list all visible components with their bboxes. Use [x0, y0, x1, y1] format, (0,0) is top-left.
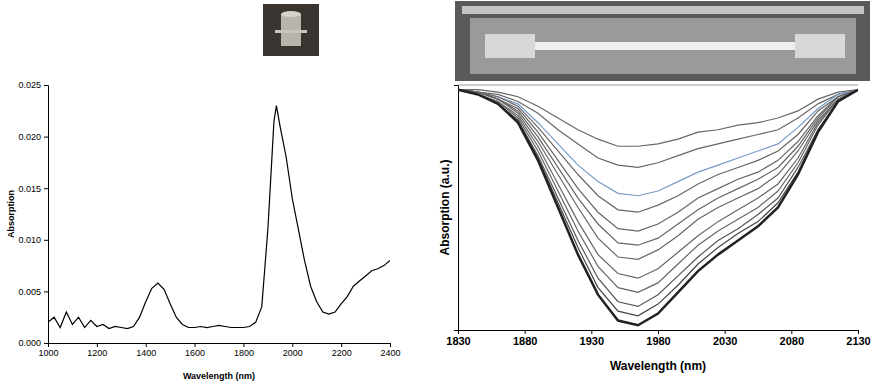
- y-axis-line: [454, 86, 459, 331]
- x-tick-label: 1880: [513, 335, 537, 347]
- x-tick-mark: [341, 343, 342, 347]
- x-tick: 2400: [380, 343, 400, 358]
- x-axis-line: [459, 331, 859, 335]
- x-tick-mark: [858, 330, 859, 334]
- x-tick: 1400: [136, 343, 156, 358]
- y-tick-mark: [44, 188, 48, 189]
- y-tick: 0.010: [18, 235, 48, 245]
- x-tick: 1200: [87, 343, 107, 358]
- photo-inset: [263, 4, 319, 56]
- y-tick-label: 0.015: [18, 184, 41, 194]
- y-tick: 0.015: [18, 184, 48, 194]
- y-tick-mark: [44, 291, 48, 292]
- y-tick-mark: [44, 85, 48, 86]
- x-tick-mark: [146, 343, 147, 347]
- y-axis: [454, 86, 459, 331]
- data-line: [458, 90, 858, 326]
- x-tick-mark: [97, 343, 98, 347]
- y-tick: 0.020: [18, 132, 48, 142]
- x-tick-mark: [591, 330, 592, 334]
- x-tick: 1600: [185, 343, 205, 358]
- y-tick-mark: [44, 240, 48, 241]
- x-tick-label: 1400: [136, 348, 156, 358]
- y-tick-label: 0.020: [18, 132, 41, 142]
- x-tick-label: 1800: [234, 348, 254, 358]
- x-tick: 2030: [713, 330, 737, 347]
- x-tick: 2200: [332, 343, 352, 358]
- photo-inset: [455, 1, 870, 81]
- x-tick-label: 1830: [446, 335, 470, 347]
- x-tick: 2000: [283, 343, 303, 358]
- x-tick-label: 2080: [780, 335, 804, 347]
- x-tick: 1800: [234, 343, 254, 358]
- x-tick-mark: [525, 330, 526, 334]
- y-tick-label: 0.010: [18, 235, 41, 245]
- chart-panel: 1830 1880 1930 1980 2030 2080 2130 Wavelength (…: [438, 85, 871, 373]
- y-axis-title: Absorption (a.u.): [438, 160, 452, 256]
- x-tick: 2130: [846, 330, 870, 347]
- x-tick-label: 1600: [185, 348, 205, 358]
- x-tick: 1000: [38, 343, 58, 358]
- y-tick-label: 0.000: [18, 338, 41, 348]
- x-axis-title: Wavelength (nm): [610, 359, 706, 373]
- x-tick-label: 2130: [846, 335, 870, 347]
- x-tick-mark: [243, 343, 244, 347]
- data-line: [458, 90, 858, 168]
- x-tick-label: 2030: [713, 335, 737, 347]
- x-tick-mark: [791, 330, 792, 334]
- y-axis-line: [44, 86, 49, 344]
- y-tick-label: 0.005: [18, 287, 41, 297]
- y-tick: 0.005: [18, 287, 48, 297]
- x-axis-title: Wavelength (nm): [183, 371, 255, 381]
- x-tick: 1830: [446, 330, 470, 347]
- y-axis: 0.000 0.005 0.010 0.015 0.020 0.025: [18, 80, 48, 348]
- x-tick-mark: [292, 343, 293, 347]
- x-tick: 2080: [780, 330, 804, 347]
- y-tick: 0.000: [18, 338, 48, 348]
- figure: 100012001400160018002000220024000.0000.0…: [0, 0, 885, 389]
- x-tick-mark: [195, 343, 196, 347]
- y-tick-mark: [44, 137, 48, 138]
- plot-frame: [48, 85, 390, 86]
- y-tick: 0.025: [18, 80, 48, 90]
- x-tick-label: 1000: [38, 348, 58, 358]
- series-group: [48, 106, 390, 329]
- y-tick-mark: [44, 343, 48, 344]
- x-axis: 1830 1880 1930 1980 2030 2080 2130: [446, 330, 870, 347]
- series-group: [458, 90, 858, 326]
- x-tick-mark: [390, 343, 391, 347]
- x-axis-line: [49, 344, 391, 348]
- x-tick-label: 2200: [332, 348, 352, 358]
- x-tick-label: 1930: [580, 335, 604, 347]
- x-tick-label: 1200: [87, 348, 107, 358]
- y-axis-title: Absorption: [6, 190, 16, 238]
- x-tick-label: 2000: [283, 348, 303, 358]
- x-tick-mark: [725, 330, 726, 334]
- x-tick-mark: [658, 330, 659, 334]
- x-tick-label: 1980: [646, 335, 670, 347]
- x-axis: 1000 1200 1400 1600 1800 2000 2200 2400: [38, 343, 400, 358]
- data-line: [48, 106, 390, 329]
- x-tick-label: 2400: [380, 348, 400, 358]
- x-tick: 1880: [513, 330, 537, 347]
- x-tick: 1930: [580, 330, 604, 347]
- chart-panel: 100012001400160018002000220024000.0000.0…: [6, 80, 400, 381]
- x-tick: 1980: [646, 330, 670, 347]
- plot-frame: [458, 85, 858, 86]
- y-tick-label: 0.025: [18, 80, 41, 90]
